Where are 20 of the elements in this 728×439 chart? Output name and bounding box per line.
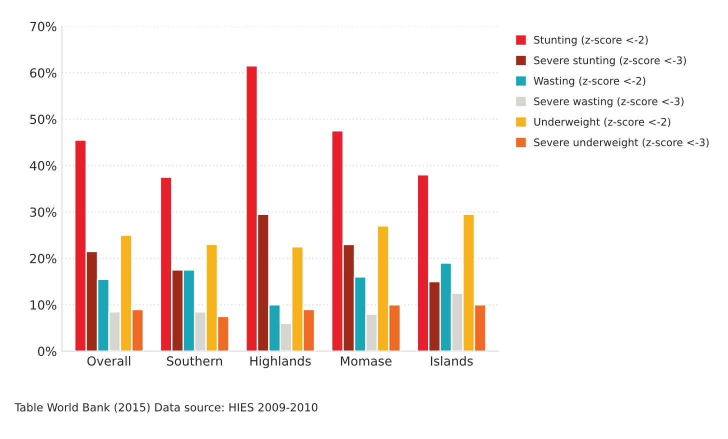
y-tick-label: 50%	[30, 114, 56, 124]
x-tick-label: Islands	[430, 356, 473, 366]
x-tick-label: Southern	[167, 356, 222, 366]
text: Table World Bank (2015) Data source: HIES 2009-2010	[14, 402, 318, 413]
y-tick-label: 70%	[30, 22, 56, 32]
legend-label: Severe stunting (z-score <-3)	[534, 56, 686, 66]
y-tick-label: 40%	[30, 161, 56, 170]
legend-label: Stunting (z-score <-2)	[534, 36, 648, 46]
y-tick-label: 20%	[30, 254, 56, 264]
legend-label: Severe underweight (z-score <-3)	[534, 138, 709, 148]
x-tick-label: Momase	[340, 356, 392, 366]
legend-label: Wasting (z-score <-2)	[534, 76, 646, 87]
legend-label: Severe wasting (z-score <-3)	[534, 97, 684, 108]
y-tick-label: 0%	[38, 346, 56, 356]
x-tick-label: Highlands	[250, 356, 311, 368]
y-tick-label: 60%	[30, 68, 56, 78]
y-tick-label: 30%	[30, 207, 56, 217]
x-tick-label: Overall	[87, 356, 130, 366]
legend-label: Underweight (z-score <-2)	[534, 118, 670, 128]
y-tick-label: 10%	[30, 300, 56, 310]
